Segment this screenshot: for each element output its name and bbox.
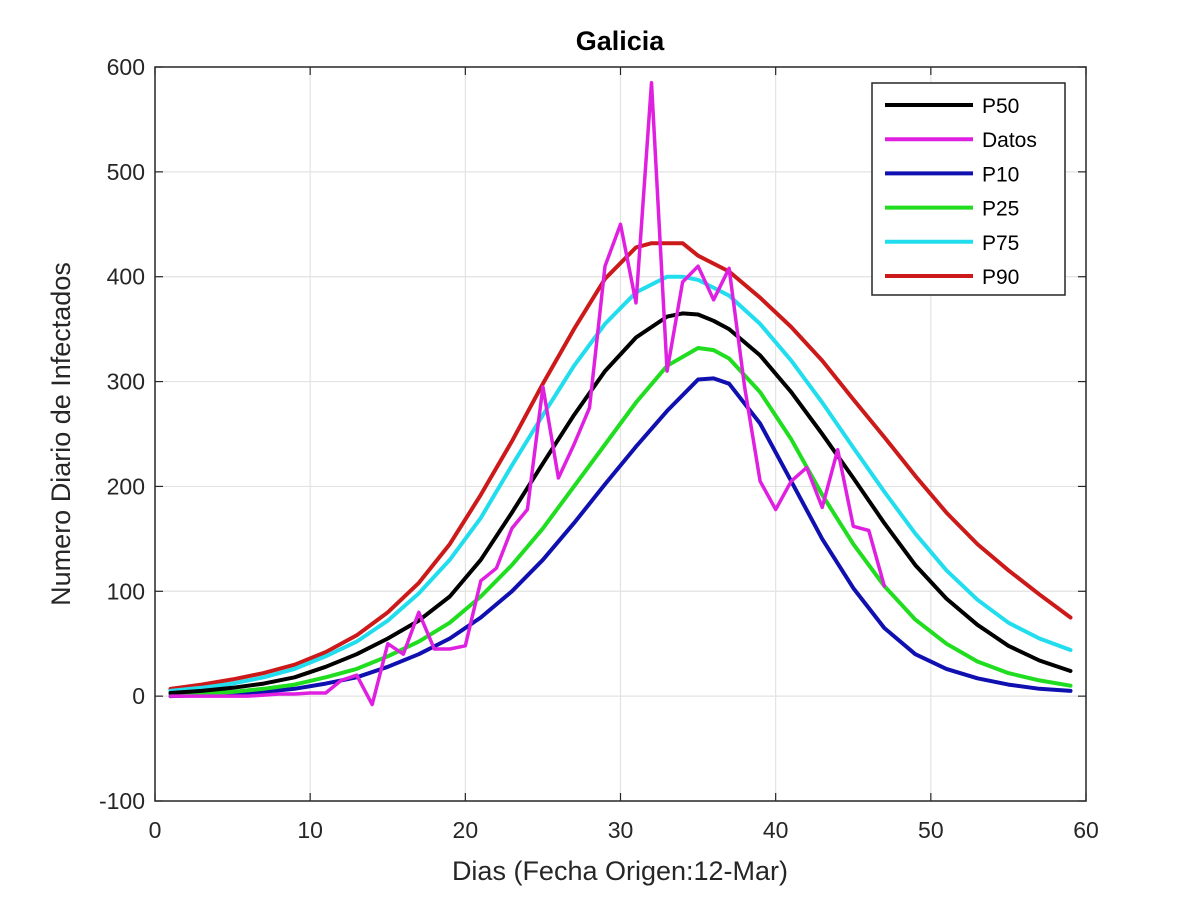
legend: P50 Datos P10 P25 P75 P90 [871, 82, 1066, 296]
series-line-datos [168, 80, 887, 707]
x-tick-label: 20 [453, 817, 479, 843]
y-tick-label: 100 [107, 578, 145, 604]
y-tick-label: 400 [107, 264, 145, 290]
series-line-p25 [168, 346, 1073, 698]
y-tick-label: 600 [107, 54, 145, 80]
series-line-p10 [168, 376, 1073, 699]
y-tick-label: 500 [107, 159, 145, 185]
y-tick-label: 300 [107, 369, 145, 395]
legend-label-p75: P75 [982, 232, 1019, 255]
y-tick-label: 0 [132, 683, 145, 709]
legend-label-p25: P25 [982, 198, 1019, 221]
series-line-p50 [168, 311, 1073, 695]
legend-label-p10: P10 [982, 163, 1019, 186]
series-layer [168, 80, 1073, 707]
x-tick-label: 60 [1073, 817, 1099, 843]
x-tick-label: 0 [149, 817, 162, 843]
y-tick-label: 200 [107, 473, 145, 499]
x-tick-label: 30 [608, 817, 634, 843]
legend-label-datos: Datos [982, 129, 1037, 152]
series-line-p90 [168, 241, 1073, 691]
x-axis-label: Dias (Fecha Origen:12-Mar) [452, 856, 788, 886]
x-tick-label: 50 [918, 817, 944, 843]
legend-label-p90: P90 [982, 266, 1019, 289]
y-tick-label: -100 [99, 788, 145, 814]
legend-box [871, 82, 1066, 296]
x-tick-label: 10 [297, 817, 323, 843]
legend-label-p50: P50 [982, 95, 1019, 118]
y-axis-label: Numero Diario de Infectados [46, 262, 76, 606]
x-tick-label: 40 [763, 817, 789, 843]
chart-title: Galicia [576, 26, 666, 56]
